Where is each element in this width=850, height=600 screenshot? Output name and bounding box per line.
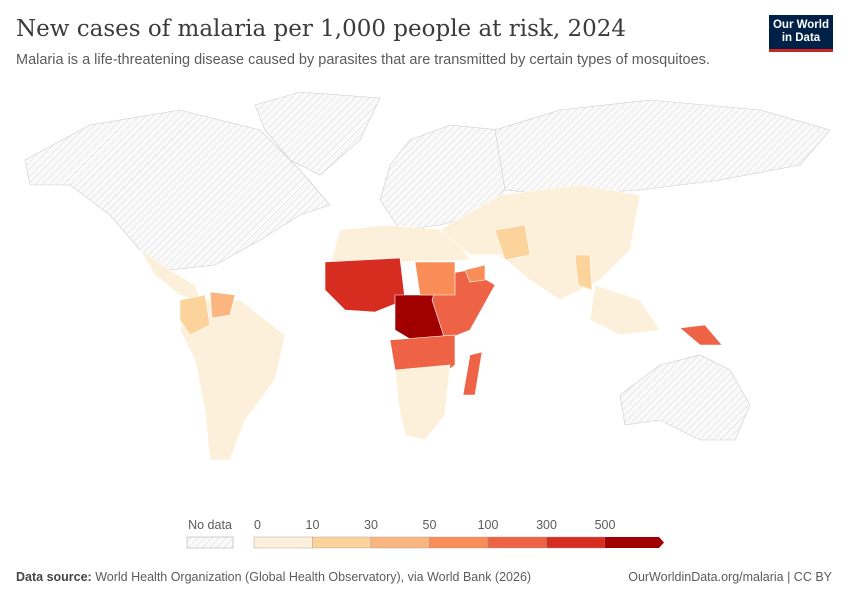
legend-bin-3 [429,536,489,549]
chart-title: New cases of malaria per 1,000 people at… [16,16,626,42]
region-west-africa[interactable] [324,257,406,313]
legend-tick-0: 0 [254,518,261,532]
legend-tick-300: 300 [536,518,557,532]
legend-tick-50: 50 [423,518,437,532]
region-southeast-asia[interactable] [589,284,661,336]
legend-no-data-label: No data [188,518,232,532]
legend-bin-1 [312,536,372,549]
region-russia[interactable] [494,99,831,196]
owid-logo[interactable]: Our World in Data [769,15,833,52]
legend-bin-0 [253,536,313,549]
region-south-africa[interactable] [394,364,451,441]
world-map: No data 0 10 30 50 100 300 500 [24,91,831,549]
region-north-america[interactable] [24,109,331,271]
region-australia[interactable] [619,354,751,441]
region-myanmar[interactable] [574,254,593,291]
legend-no-data-swatch [186,536,234,549]
region-yemen[interactable] [464,264,486,283]
map-legend: No data 0 10 30 50 100 300 500 [186,518,664,549]
legend-bin-6 [605,537,664,548]
legend-bin-4 [487,536,547,549]
region-afghanistan-and-pakistan[interactable] [494,224,531,261]
region-papua-new-guinea[interactable] [679,324,723,346]
region-madagascar[interactable] [462,351,483,396]
source-link[interactable]: OurWorldinData.org/malaria | CC BY [628,570,832,584]
data-source: Data source: World Health Organization (… [16,570,532,584]
region-greenland[interactable] [254,91,381,176]
legend-tick-100: 100 [478,518,499,532]
legend-bin-2 [370,536,430,549]
region-south-america[interactable] [179,299,286,461]
legend-bin-5 [546,536,606,549]
legend-tick-500: 500 [595,518,616,532]
chart-subtitle: Malaria is a life-threatening disease ca… [16,52,710,68]
region-sudan[interactable] [414,261,456,296]
region-venezuela[interactable] [209,291,236,319]
legend-tick-30: 30 [364,518,378,532]
region-colombia[interactable] [179,294,211,336]
legend-tick-10: 10 [306,518,320,532]
